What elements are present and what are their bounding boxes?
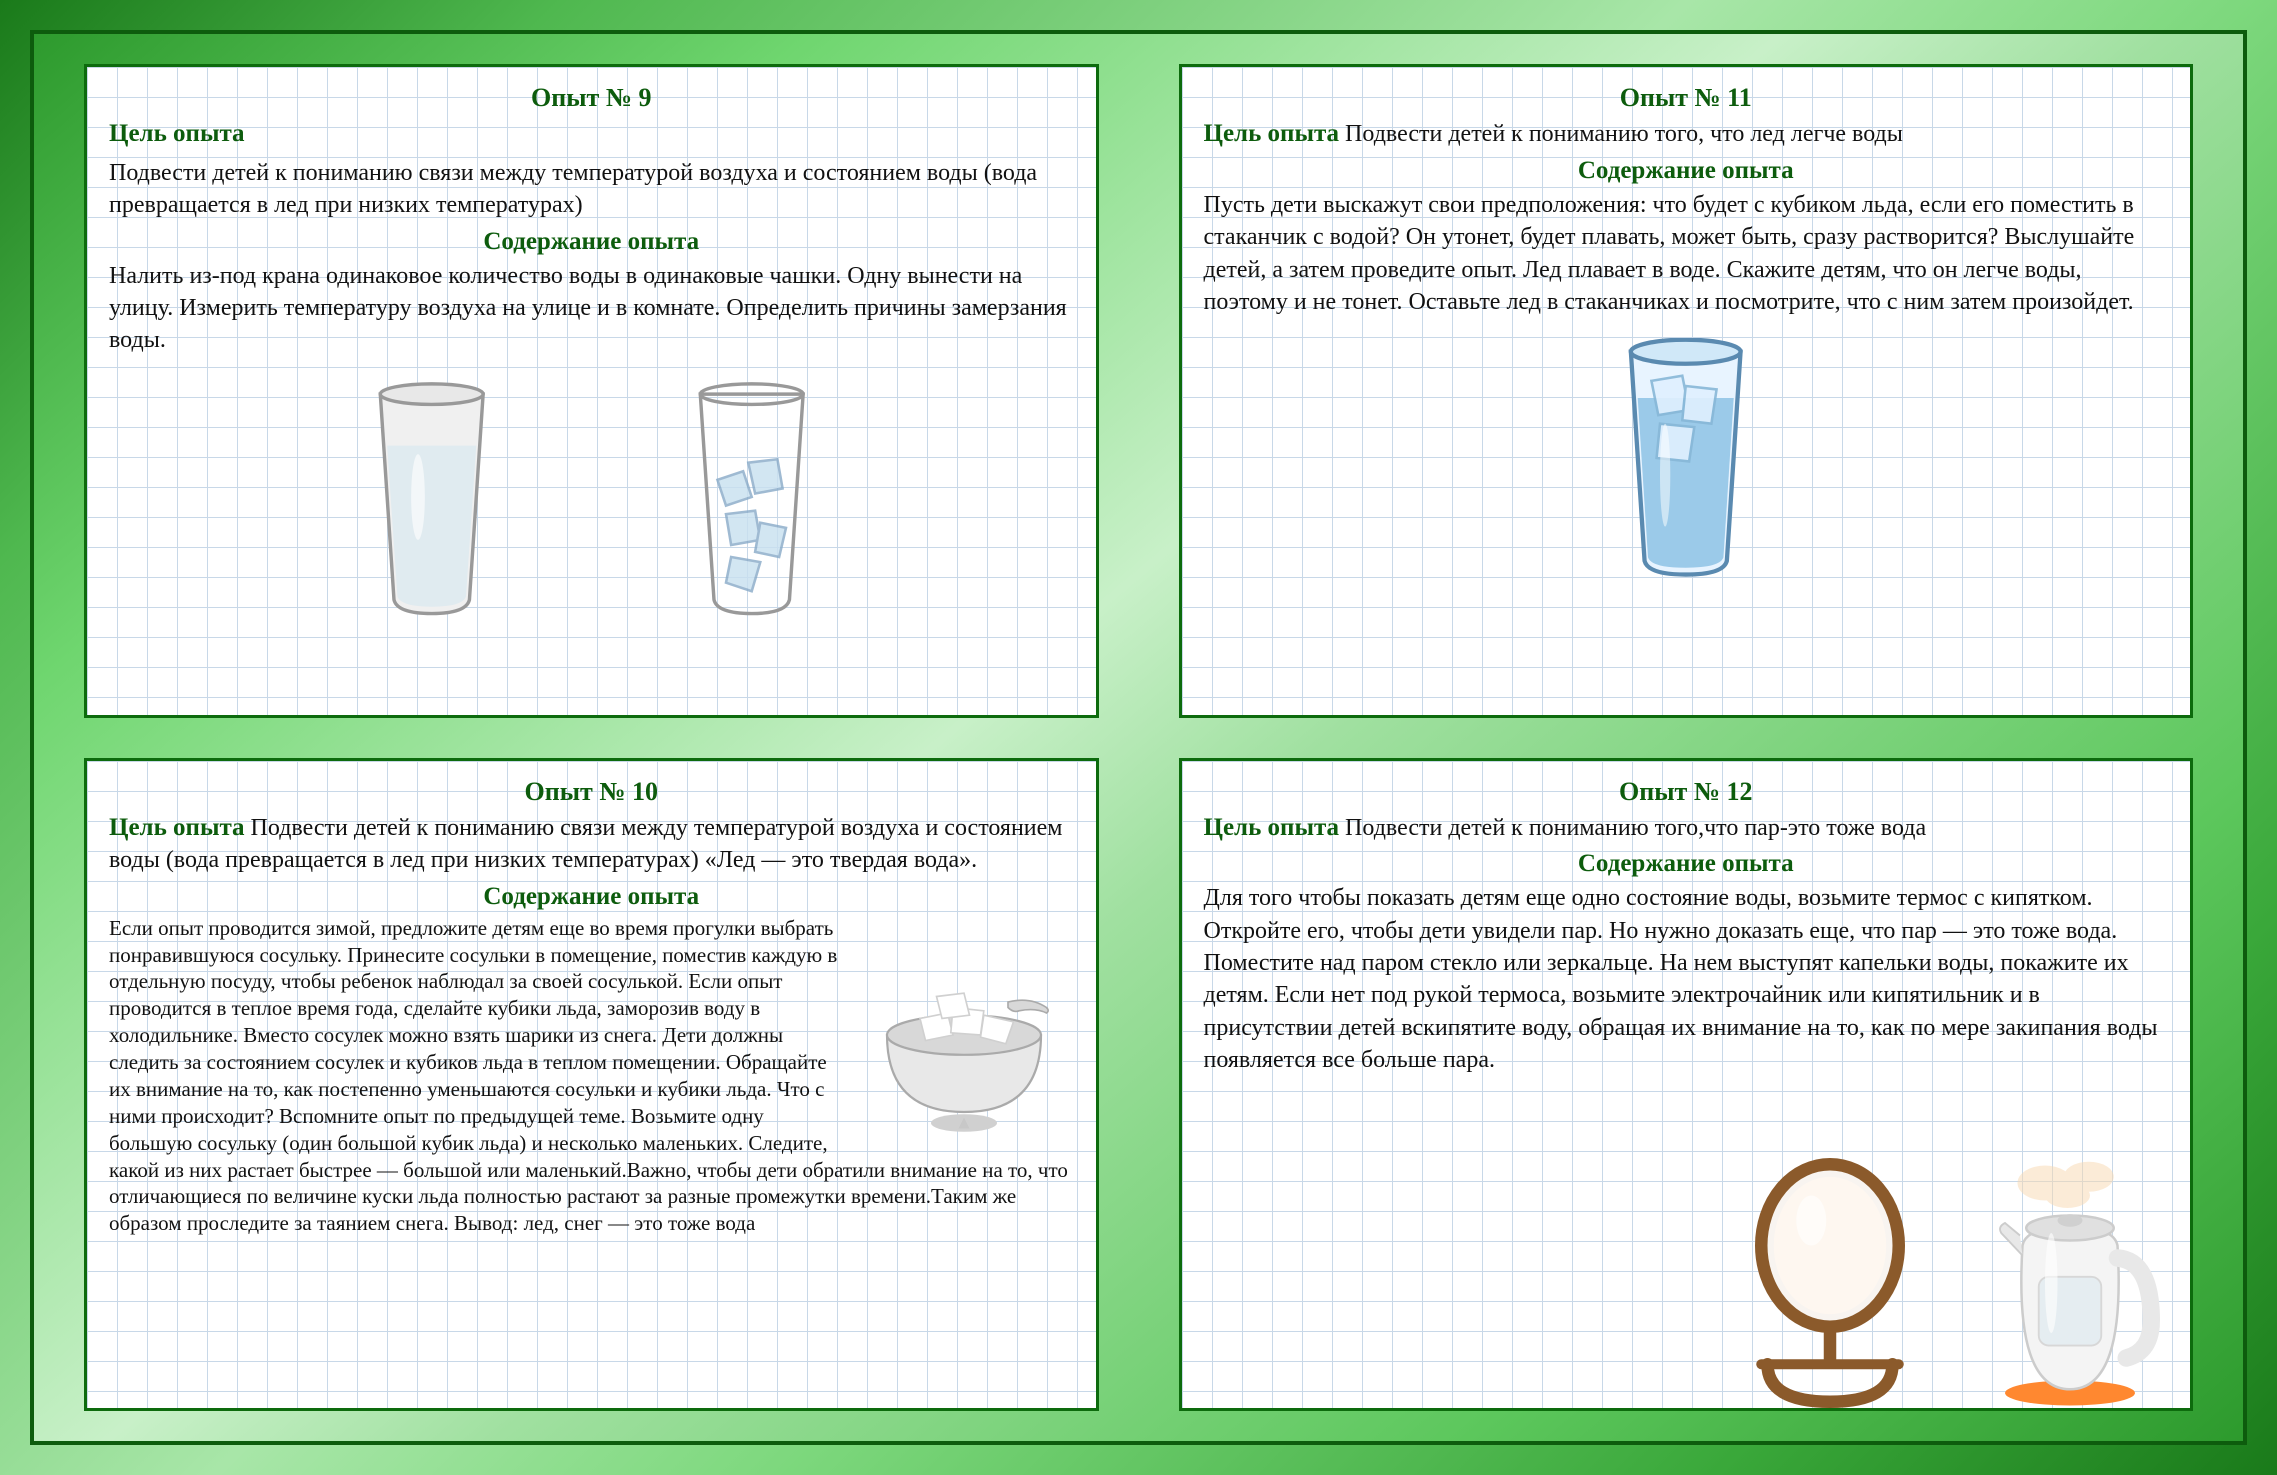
content-label: Содержание опыта [1204,157,2169,185]
kettle-icon [1970,1158,2170,1398]
image-row [109,377,1074,617]
content-label: Содержание опыта [109,228,1074,256]
goal-text: Подвести детей к пониманию того,что пар-… [1345,815,1926,841]
bowl-ice-icon [854,925,1074,1145]
outer-frame: Опыт № 9 Цель опыта Подвести детей к пон… [30,30,2247,1445]
goal-label: Цель опыта [1204,814,1340,841]
experiment-card-11: Опыт № 11 Цель опыта Подвести детей к по… [1179,64,2194,718]
content-label: Содержание опыта [1204,850,2169,878]
content-text: Пусть дети выскажут свои предположения: … [1204,189,2169,319]
goal-line: Цель опыта Подвести детей к пониманию то… [1204,811,2169,845]
glass-ice-water-icon [1586,338,1786,578]
glass-ice-icon [651,377,851,617]
goal-text: Подвести детей к пониманию того, что лед… [1345,121,1903,147]
experiment-card-12: Опыт № 12 Цель опыта Подвести детей к по… [1179,758,2194,1412]
goal-text: Подвести детей к пониманию связи между т… [109,157,1074,222]
glass-water-icon [331,377,531,617]
experiment-card-9: Опыт № 9 Цель опыта Подвести детей к пон… [84,64,1099,718]
goal-text: Подвести детей к пониманию связи между т… [109,815,1062,874]
experiment-number: Опыт № 12 [1204,777,2169,807]
image-row [1204,338,2169,578]
content-text: Налить из-под крана одинаковое количеств… [109,260,1074,357]
goal-label: Цель опыта [109,814,245,841]
goal-line: Цель опыта Подвести детей к пониманию то… [1204,117,2169,151]
mirror-icon [1730,1158,1930,1398]
goal-line: Цель опыта Подвести детей к пониманию св… [109,811,1074,877]
experiment-number: Опыт № 9 [109,83,1074,113]
goal-label: Цель опыта [109,120,245,147]
image-row [1730,1158,2170,1398]
content-text: Для того чтобы показать детям еще одно с… [1204,882,2169,1076]
goal-label: Цель опыта [1204,120,1340,147]
experiment-number: Опыт № 10 [109,777,1074,807]
experiment-number: Опыт № 11 [1204,83,2169,113]
content-label: Содержание опыта [109,883,1074,911]
goal-line: Цель опыта [109,117,1074,151]
experiment-card-10: Опыт № 10 Цель опыта Подвести детей к по… [84,758,1099,1412]
card-grid: Опыт № 9 Цель опыта Подвести детей к пон… [34,34,2243,1441]
